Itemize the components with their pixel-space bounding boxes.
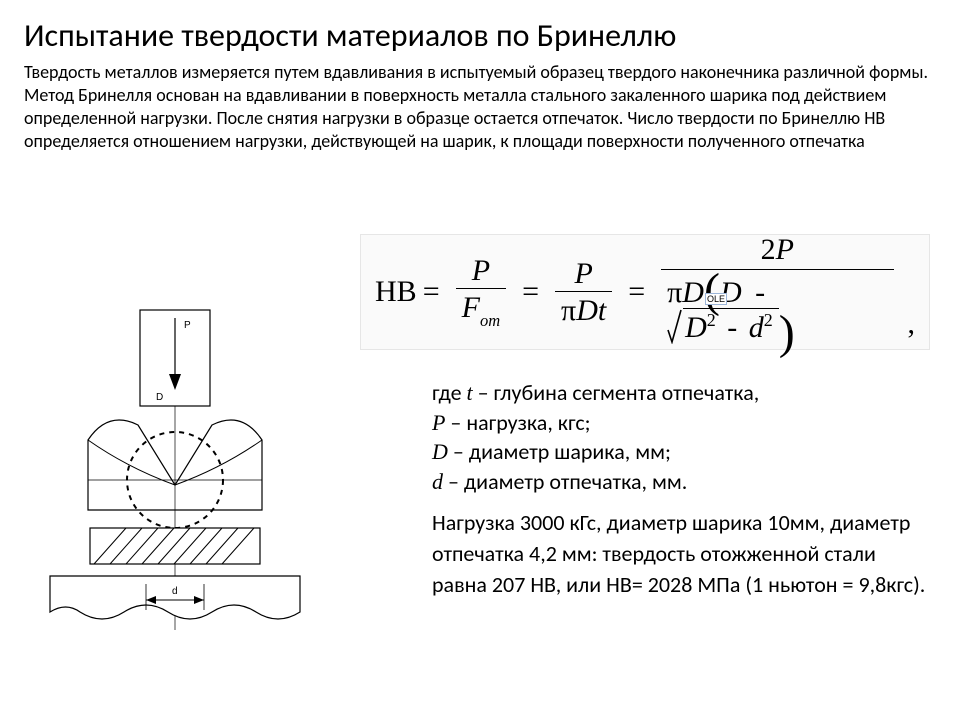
- f-sub: от: [480, 311, 500, 330]
- equals-sign: =: [423, 275, 440, 309]
- legend-line-p: P – нагрузка, кгс;: [432, 408, 932, 438]
- legend-dlo-desc: – диаметр отпечатка, мм.: [443, 468, 687, 495]
- minus-1: -: [755, 276, 765, 309]
- fraction-2p-over-denom: 2P πD(D - D2 - d2 ): [661, 235, 893, 350]
- num-p: P: [468, 256, 494, 288]
- d-upper-2: D: [682, 276, 704, 309]
- label-dlo: d: [172, 586, 178, 597]
- den-pidt: πDt: [555, 291, 612, 326]
- equals-sign-3: =: [628, 275, 645, 309]
- slide: Испытание твердости материалов по Бринел…: [0, 0, 960, 720]
- ole-marker-icon: OLE: [705, 293, 727, 305]
- d-lower-1: d: [749, 311, 764, 344]
- legend-t-desc: – глубина сегмента отпечатка,: [473, 379, 760, 406]
- label-p: P: [184, 320, 191, 331]
- t-symbol: t: [598, 294, 606, 327]
- example-text: Нагрузка 3000 кГс, диаметр шарика 10мм, …: [432, 508, 932, 600]
- fraction-p-over-pidt: P πDt: [555, 259, 612, 326]
- sqrt-expr: D2 - d2: [683, 308, 779, 343]
- left-paren: (: [704, 264, 720, 317]
- num-p-2: P: [570, 259, 596, 291]
- right-paren: ): [779, 306, 795, 359]
- den-long: πD(D - D2 - d2 ): [661, 269, 893, 350]
- specimen: [90, 528, 260, 564]
- intro-text: Твердость металлов измеряется путем вдав…: [24, 61, 936, 153]
- sqrt: D2 - d2: [667, 308, 779, 344]
- sq-2: 2: [764, 310, 773, 330]
- legend: где t – глубина сегмента отпечатка, P – …: [432, 378, 932, 497]
- legend-p-sym: P: [432, 410, 445, 435]
- minus-2: -: [727, 311, 737, 344]
- p-symbol-3: P: [776, 233, 794, 266]
- legend-dup-sym: D: [432, 439, 448, 464]
- label-dup: D: [156, 392, 163, 403]
- hb-symbol: HB: [375, 275, 417, 309]
- page-title: Испытание твердости материалов по Бринел…: [24, 18, 936, 55]
- legend-dup-desc: – диаметр шарика, мм;: [448, 438, 671, 465]
- num-2p: 2P: [757, 235, 798, 269]
- coef-two: 2: [761, 233, 776, 266]
- where-word: где: [432, 379, 467, 406]
- f-symbol: F: [462, 291, 480, 324]
- fraction-p-over-f: P Fот: [456, 256, 507, 328]
- pi-symbol: π: [561, 294, 576, 327]
- force-arrow-head: [169, 374, 181, 390]
- pi-symbol-2: π: [667, 276, 682, 309]
- legend-line-d: d – диаметр отпечатка, мм.: [432, 467, 932, 497]
- legend-p-desc: – нагрузка, кгс;: [445, 409, 590, 436]
- anvil-base: [50, 576, 300, 619]
- formula: HB = P Fот = P πDt = 2P: [375, 243, 915, 341]
- formula-box: HB = P Fот = P πDt = 2P: [360, 234, 930, 350]
- legend-line-t: где t – глубина сегмента отпечатка,: [432, 378, 932, 408]
- d-upper-symbol: D: [576, 294, 598, 327]
- trailing-comma: ,: [908, 307, 916, 341]
- legend-dlo-sym: d: [432, 469, 443, 494]
- brinell-diagram: P D d: [28, 300, 338, 660]
- radical-icon: [667, 308, 683, 344]
- equals-sign-2: =: [522, 275, 539, 309]
- den-f: Fот: [456, 288, 507, 328]
- legend-line-D: D – диаметр шарика, мм;: [432, 437, 932, 467]
